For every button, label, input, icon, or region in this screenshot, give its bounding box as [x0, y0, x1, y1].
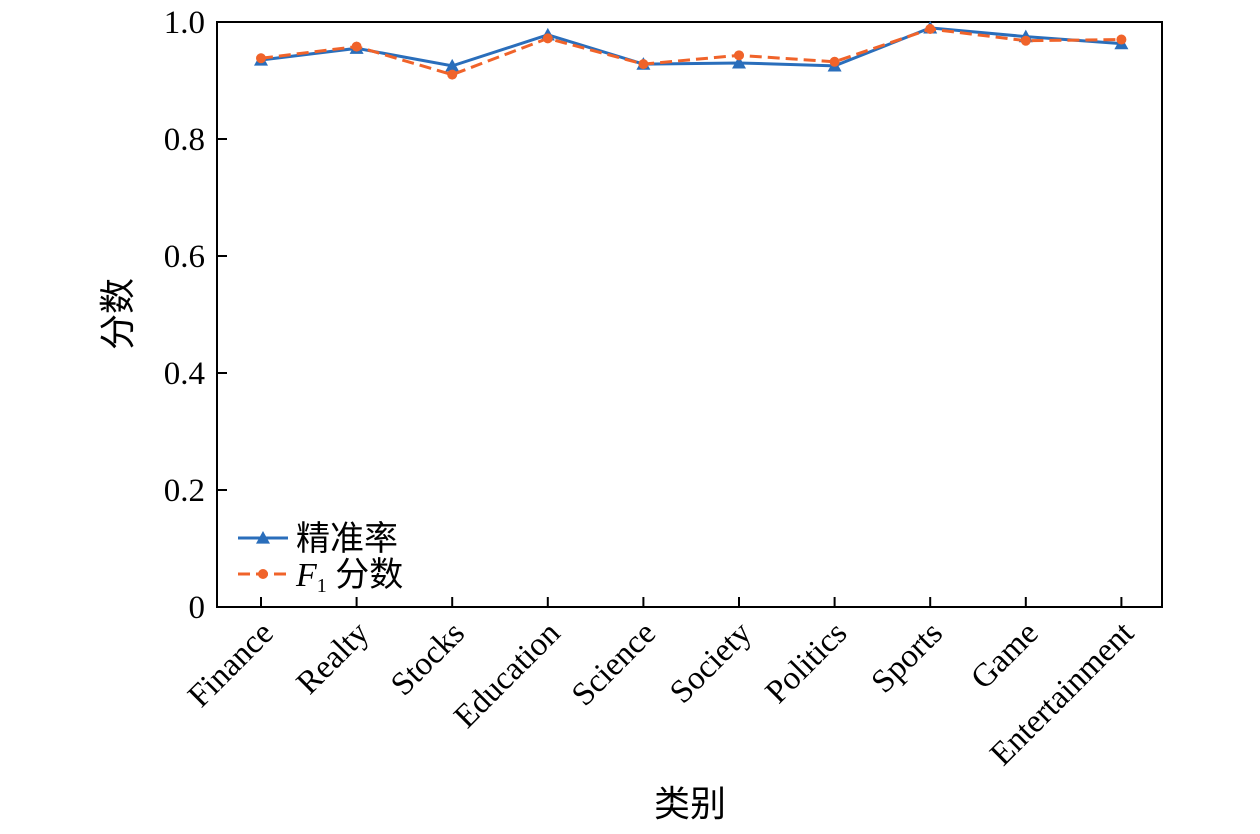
series-1 [254, 20, 1129, 72]
series-2-point [925, 24, 936, 35]
series-2-point [447, 69, 458, 80]
series-2-point [542, 33, 553, 44]
x-tick-label: Finance [181, 615, 280, 714]
legend-label-italic: F [295, 557, 318, 594]
series-2-point [734, 50, 744, 61]
series-2-point [829, 56, 840, 67]
y-tick-label: 0.8 [164, 122, 205, 158]
series-1-line [260, 26, 1122, 68]
x-axis-title: 类别 [654, 784, 726, 824]
legend-swatch-marker [258, 569, 268, 579]
x-tick-label: Sports [865, 615, 950, 700]
legend-swatch-marker [256, 531, 270, 544]
x-tick-label: Education [447, 615, 567, 735]
x-tick-label: Science [565, 615, 663, 713]
y-axis-title: 分数 [98, 278, 138, 350]
x-tick-label: Stocks [384, 615, 472, 703]
y-tick-label: 1.0 [164, 5, 205, 41]
series-layer [254, 20, 1129, 80]
legend-label: 精准率 [296, 520, 398, 558]
y-axis: 0 0.2 0.4 0.6 0.8 1.0 [164, 5, 227, 626]
series-2-point [638, 59, 649, 70]
series-2-point [1020, 35, 1031, 46]
x-tick-label: Realty [290, 615, 377, 702]
series-1-point [732, 55, 746, 69]
legend-label: F1 分数 [295, 556, 403, 597]
legend-item-1: 精准率 [238, 520, 398, 558]
series-2-point [1116, 34, 1127, 45]
series-2-point [256, 53, 266, 64]
x-tick-label: Society [663, 615, 759, 711]
legend-item-2: F1 分数 [238, 556, 403, 597]
y-tick-label: 0.2 [164, 473, 205, 509]
plot-frame [216, 21, 1163, 608]
y-tick-label: 0.6 [164, 239, 205, 275]
x-tick-label: Game [964, 615, 1045, 696]
legend-label-rest: 分数 [327, 556, 404, 594]
x-tick-label: Politics [759, 615, 854, 710]
series-1-point [445, 58, 460, 72]
y-tick-label: 0.4 [164, 356, 205, 392]
series-2-line [260, 27, 1122, 77]
series-2 [256, 24, 1127, 80]
series-2-point [351, 41, 362, 52]
y-tick-label: 0 [189, 590, 206, 626]
legend-label-subscript: 1 [317, 575, 327, 597]
